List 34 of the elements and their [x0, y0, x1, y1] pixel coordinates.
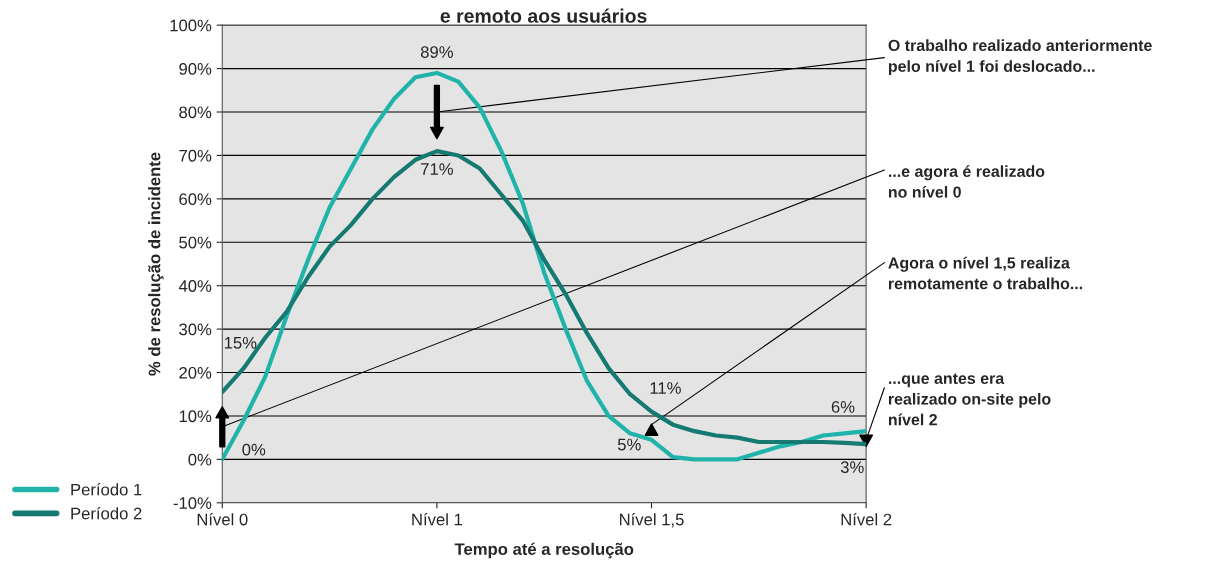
y-tick-label: 80% — [179, 106, 212, 119]
y-tick-label: 100% — [170, 19, 212, 32]
text: ...que antes era realizado on-site pelo nível 2 — [888, 373, 1051, 426]
text: O trabalho realizado anteriormente pelo nível 1 foi deslocado... — [888, 39, 1152, 76]
annotation: 5% — [617, 438, 641, 451]
legend-label: Período 2 — [71, 506, 142, 520]
x-axis-title: Tempo até a resolução — [454, 542, 634, 559]
y-tick-label: 50% — [179, 236, 212, 249]
annotation: 6% — [831, 400, 855, 413]
y-tick-label: 90% — [179, 62, 212, 75]
y-tick-label: 30% — [179, 323, 212, 336]
x-tick-label: Nível 2 — [841, 513, 892, 526]
annotation: 71% — [421, 163, 453, 175]
y-tick-label: 40% — [178, 280, 212, 292]
annotation: 15% — [224, 336, 257, 349]
annotation: 0% — [242, 443, 266, 456]
annotation: 89% — [420, 46, 453, 58]
x-tick-label: Nível 1,5 — [620, 513, 684, 528]
y-tick-label: 60% — [179, 193, 212, 206]
text: Agora o nível 1,5 realiza remotamente o trabalho... — [888, 256, 1083, 290]
chart-title: e remoto aos usuários — [440, 8, 647, 23]
text: ...e agora é realizado no nível 0 — [888, 165, 1045, 198]
y-tick-label: 70% — [179, 149, 212, 162]
y-tick-label: 0% — [188, 453, 212, 466]
y-tick-label: -10% — [173, 497, 212, 509]
annotation: 11% — [650, 382, 681, 394]
y-tick-label: 10% — [179, 410, 212, 423]
line-series — [222, 70, 867, 462]
x-tick-label: Nível 1 — [412, 513, 463, 526]
annotation: 3% — [840, 461, 864, 474]
y-axis-title: % de resolução de incidente — [148, 152, 164, 376]
y-tick-label: 20% — [179, 366, 212, 379]
x-tick-label: Nível 0 — [197, 513, 248, 526]
legend-label: Período 1 — [71, 483, 142, 496]
